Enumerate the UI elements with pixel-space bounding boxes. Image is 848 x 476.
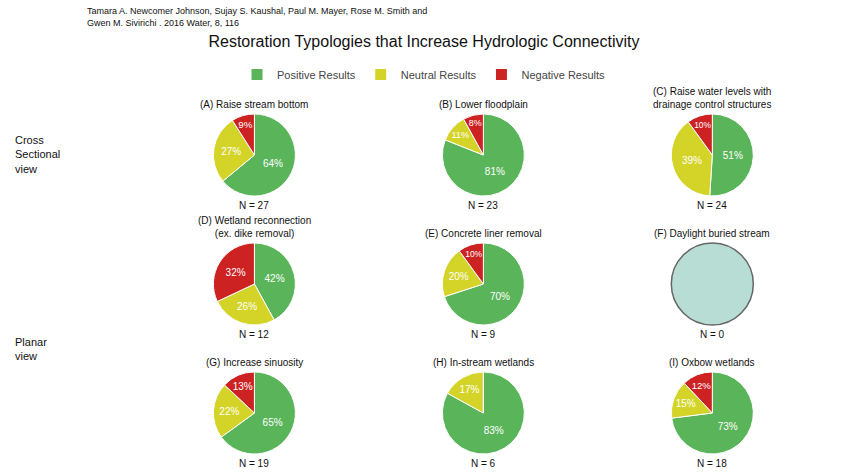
svg-text:CrossSectionalview: CrossSectionalview: [15, 134, 60, 175]
svg-text:N = 19: N = 19: [239, 458, 269, 469]
svg-text:(A) Raise stream bottom: (A) Raise stream bottom: [200, 99, 308, 110]
svg-text:73%: 73%: [718, 421, 738, 432]
svg-text:N = 24: N = 24: [697, 200, 727, 211]
svg-text:Negative Results: Negative Results: [521, 69, 605, 81]
svg-text:64%: 64%: [263, 158, 283, 169]
svg-text:N = 12: N = 12: [239, 329, 269, 340]
svg-text:13%: 13%: [233, 381, 253, 392]
svg-text:10%: 10%: [694, 120, 711, 130]
svg-text:(B) Lower floodplain: (B) Lower floodplain: [439, 99, 528, 110]
svg-text:8%: 8%: [469, 118, 482, 128]
svg-text:Neutral Results: Neutral Results: [401, 69, 477, 81]
svg-text:(D) Wetland reconnection(ex. d: (D) Wetland reconnection(ex. dike remova…: [198, 215, 311, 239]
svg-text:N = 27: N = 27: [239, 200, 269, 211]
svg-text:12%: 12%: [692, 380, 712, 391]
svg-text:N = 9: N = 9: [471, 329, 496, 340]
svg-text:9%: 9%: [238, 119, 252, 130]
svg-text:65%: 65%: [263, 417, 283, 428]
svg-text:32%: 32%: [226, 267, 246, 278]
svg-text:(I) Oxbow wetlands: (I) Oxbow wetlands: [669, 357, 755, 368]
svg-text:(H) In-stream wetlands: (H) In-stream wetlands: [433, 357, 534, 368]
svg-text:Positive Results: Positive Results: [277, 69, 356, 81]
svg-text:N = 0: N = 0: [700, 329, 725, 340]
svg-text:17%: 17%: [459, 384, 479, 395]
svg-text:(F) Daylight buried stream: (F) Daylight buried stream: [654, 228, 770, 239]
svg-text:Planarview: Planarview: [15, 336, 47, 362]
svg-text:(G) Increase sinuosity: (G) Increase sinuosity: [206, 357, 303, 368]
svg-text:39%: 39%: [682, 155, 702, 166]
svg-text:26%: 26%: [237, 301, 257, 312]
svg-text:22%: 22%: [219, 406, 239, 417]
svg-text:70%: 70%: [490, 291, 510, 302]
svg-text:20%: 20%: [449, 271, 469, 282]
svg-text:10%: 10%: [465, 249, 482, 259]
svg-text:11%: 11%: [451, 130, 469, 140]
svg-text:(E) Concrete liner removal: (E) Concrete liner removal: [425, 228, 542, 239]
svg-text:N = 18: N = 18: [697, 458, 727, 469]
svg-text:(C) Raise water levels withdra: (C) Raise water levels withdrainage cont…: [653, 86, 771, 110]
svg-text:51%: 51%: [723, 150, 743, 161]
svg-text:83%: 83%: [484, 425, 504, 436]
svg-text:15%: 15%: [676, 398, 696, 409]
svg-text:Restoration Typologies that In: Restoration Typologies that Increase Hyd…: [208, 33, 639, 50]
svg-text:N = 6: N = 6: [471, 458, 496, 469]
svg-text:27%: 27%: [221, 146, 241, 157]
svg-text:81%: 81%: [485, 166, 505, 177]
svg-text:N = 23: N = 23: [468, 200, 498, 211]
svg-text:Tamara A. Newcomer Johnson, Su: Tamara A. Newcomer Johnson, Sujay S. Kau…: [87, 6, 427, 28]
svg-text:42%: 42%: [265, 273, 285, 284]
